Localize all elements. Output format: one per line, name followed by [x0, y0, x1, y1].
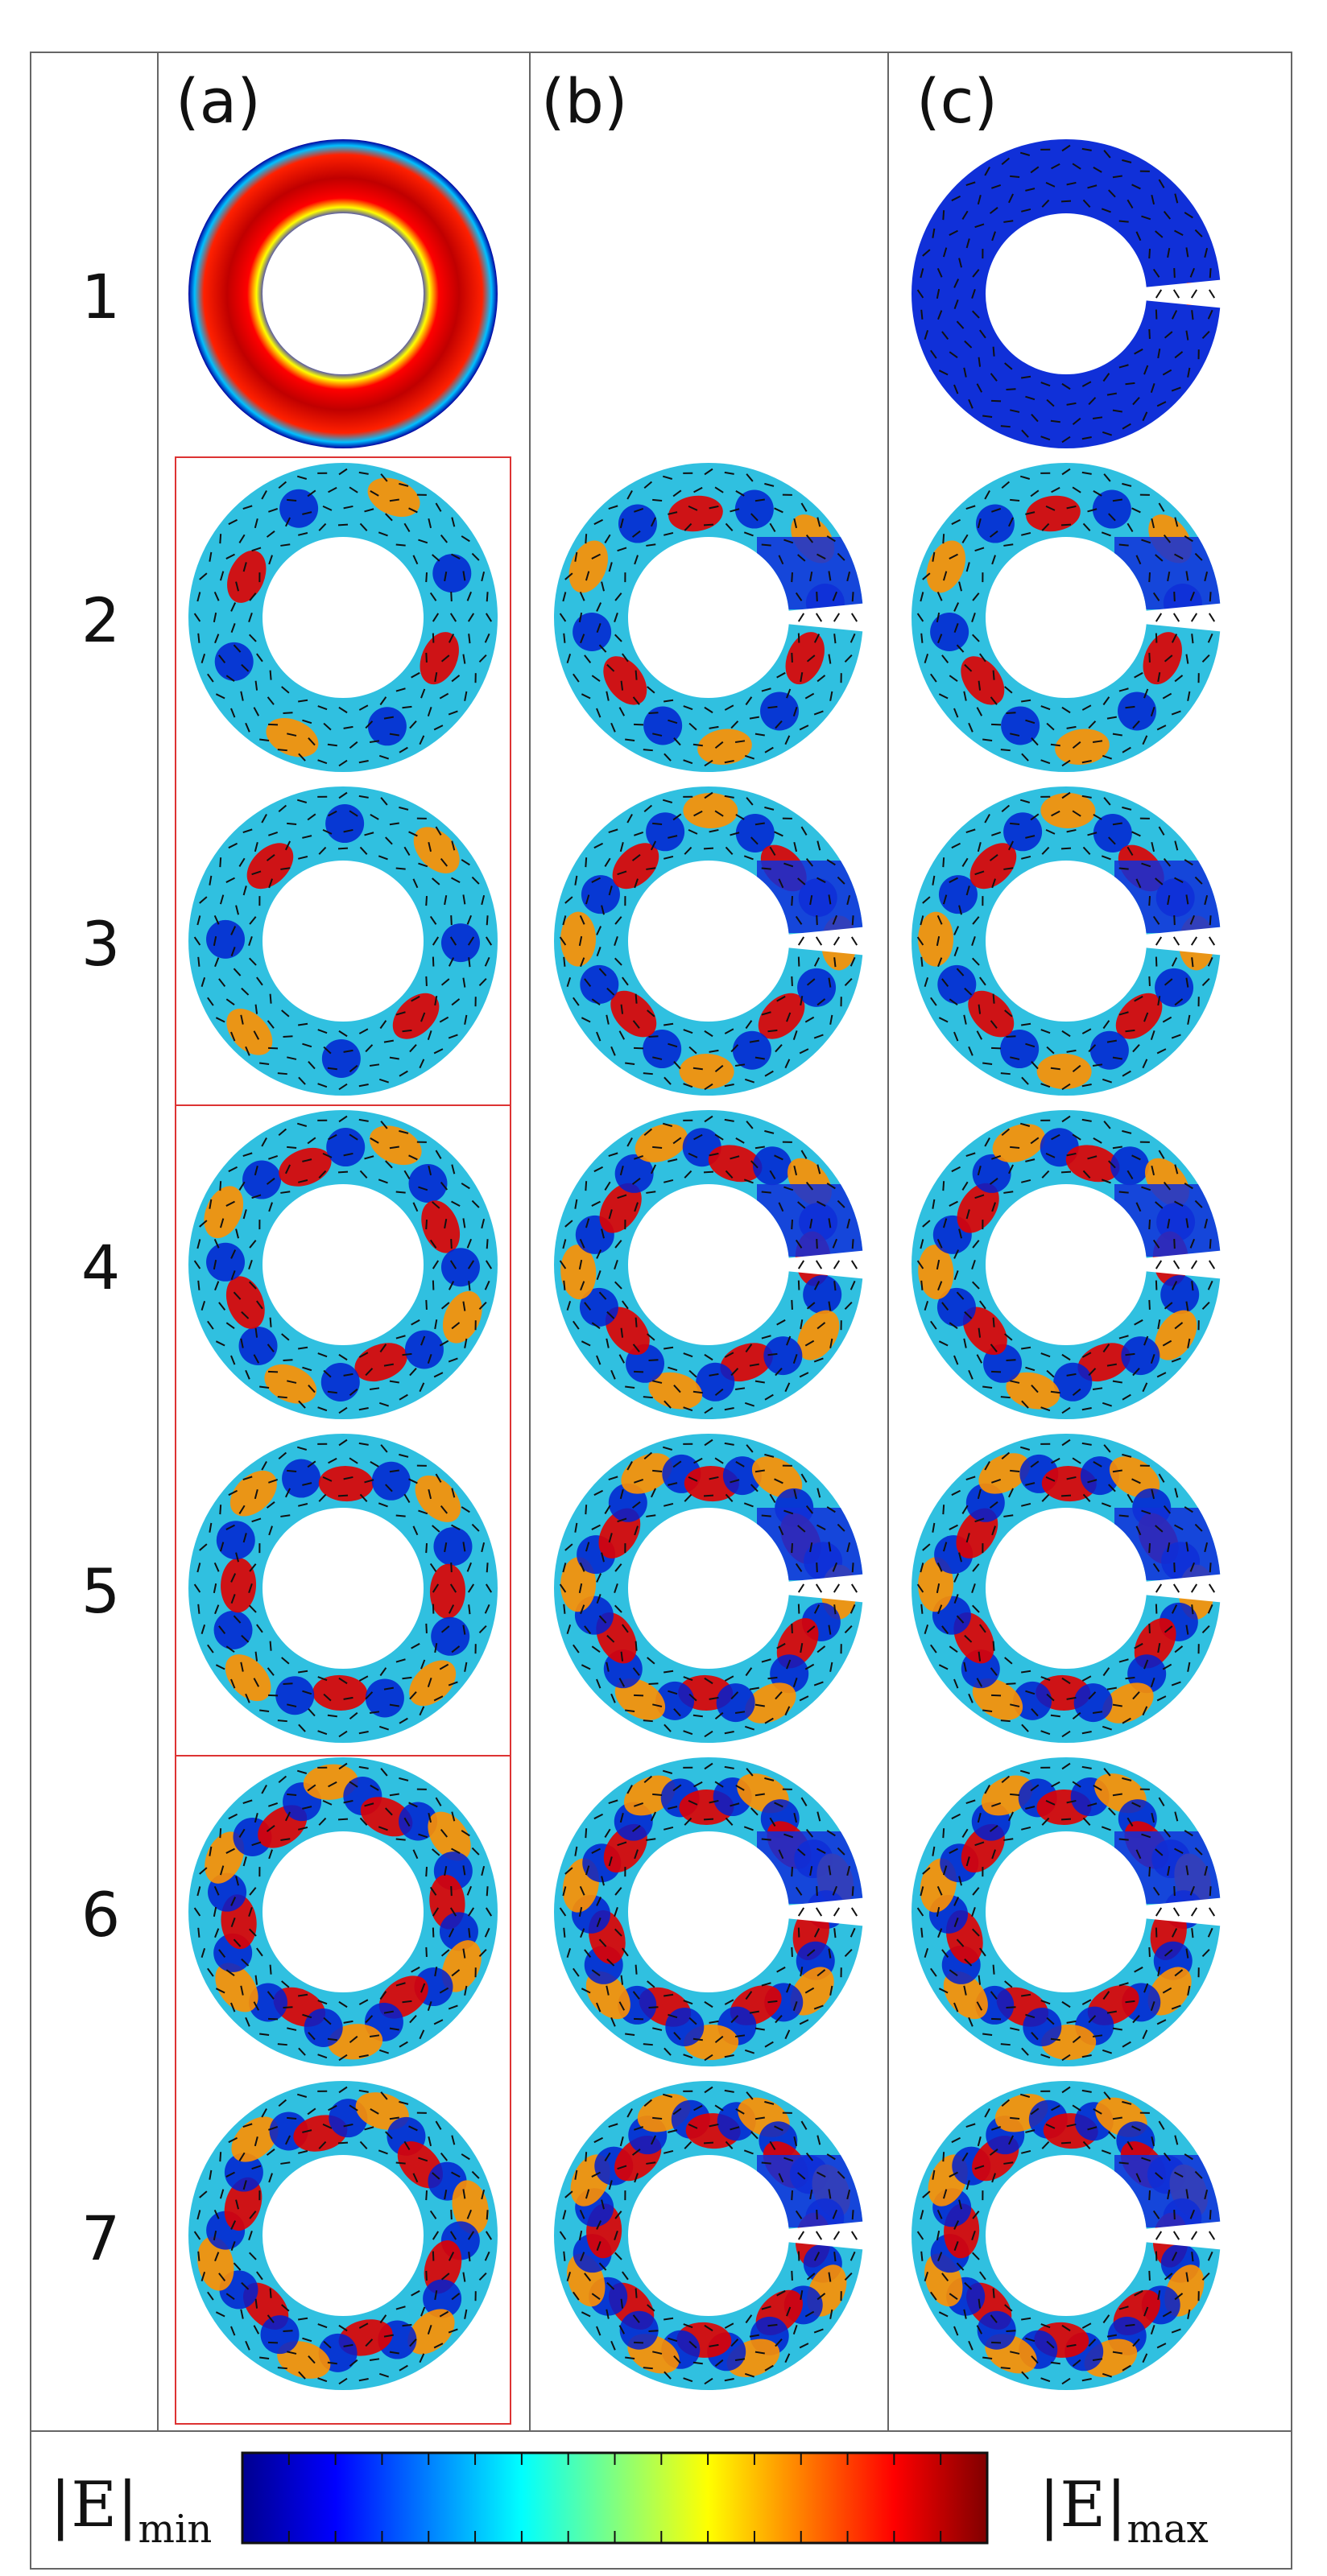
- row-label-2: 2: [81, 584, 120, 656]
- resonator-slot-mode: [912, 2081, 1226, 2390]
- resonator-ring-mode-2: [188, 786, 498, 1096]
- resonator-slot-mode: [912, 1110, 1226, 1419]
- resonator-slot-mode: [554, 1757, 868, 2066]
- resonator-slot-mode: [554, 463, 868, 772]
- colorbar-max-label: |E|max: [1039, 2469, 1209, 2552]
- resonator-slot-mode: [912, 1434, 1226, 1743]
- colorbar-min-symbol: |E|: [50, 2469, 138, 2541]
- row-label-4: 4: [81, 1232, 120, 1303]
- outer-frame: [30, 52, 1292, 2570]
- resonator-slot-mode: [554, 1434, 868, 1743]
- mode-group-box-6-7: [175, 1755, 511, 2425]
- resonator-ring-uniform: [188, 139, 498, 448]
- colorbar-gradient: [241, 2451, 989, 2545]
- row-label-7: 7: [81, 2202, 120, 2274]
- resonator-ring-mode-4: [188, 1434, 498, 1743]
- resonator-ring-mode-2: [188, 463, 498, 772]
- row-label-3: 3: [81, 908, 120, 980]
- column-label-c: (c): [916, 65, 998, 137]
- resonator-ring-mode-6: [188, 2081, 498, 2390]
- resonator-slot-mode: [554, 1110, 868, 1419]
- column-label-a: (a): [176, 65, 261, 137]
- row-labels: 1 2 3 4 5 6 7: [81, 261, 120, 2274]
- colorbar-min-label: |E|min: [50, 2469, 212, 2552]
- resonator-slot-mode: [554, 2081, 868, 2390]
- resonator-slot-mode: [554, 786, 868, 1096]
- resonator-ring-mode-4: [188, 1110, 498, 1419]
- resonator-slot-mode: [912, 786, 1226, 1096]
- resonator-ring-mode-6: [188, 1757, 498, 2066]
- resonator-slot-mode: [912, 1757, 1226, 2066]
- row-label-1: 1: [81, 261, 120, 332]
- colorbar-max-symbol: |E|: [1039, 2469, 1127, 2541]
- colorbar: |E|min |E|max: [50, 2451, 1209, 2552]
- colorbar-min-subscript: min: [138, 2507, 213, 2552]
- row-label-5: 5: [81, 1555, 120, 1627]
- column-label-b: (b): [541, 65, 628, 137]
- resonator-field-maps: [188, 139, 1226, 2390]
- resonator-slot-hotspot: [912, 139, 1226, 448]
- row-label-6: 6: [81, 1879, 120, 1951]
- colorbar-ticks: [287, 2453, 942, 2543]
- resonator-slot-mode: [912, 463, 1226, 772]
- colorbar-max-subscript: max: [1127, 2507, 1209, 2552]
